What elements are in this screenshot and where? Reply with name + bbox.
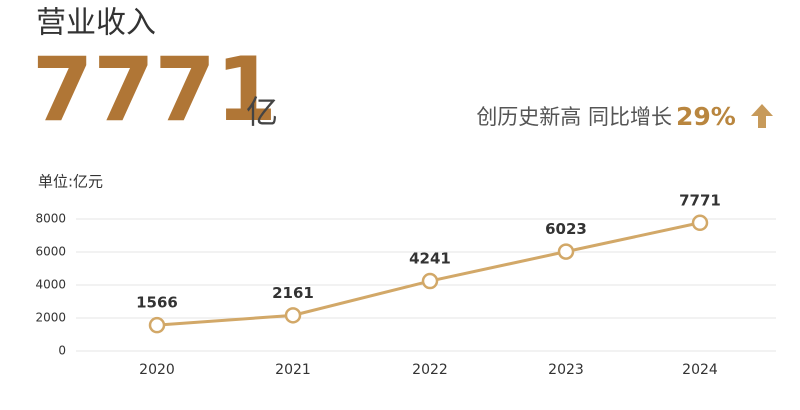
x-tick-label: 2021 (275, 362, 311, 378)
page-title: 营业收入 (36, 6, 156, 41)
point (691, 214, 709, 232)
x-tick-label: 2023 (548, 362, 584, 378)
headline-value: 7771 (32, 38, 277, 141)
x-tick-label: 2024 (682, 362, 718, 378)
y-tick-label: 8000 (35, 212, 66, 226)
headline-unit: 亿 (246, 93, 278, 131)
y-tick-label: 4000 (35, 278, 66, 292)
point (148, 316, 166, 334)
y-tick-label: 2000 (35, 311, 66, 325)
y-tick-label: 6000 (35, 245, 66, 259)
unit-label: 单位:亿元 (38, 173, 103, 191)
data-label: 6023 (545, 220, 587, 238)
x-tick-label: 2022 (412, 362, 448, 378)
point (421, 272, 439, 290)
data-label: 7771 (679, 191, 721, 209)
data-label: 2161 (272, 284, 314, 302)
point (284, 307, 302, 324)
point (557, 243, 575, 260)
growth-note: 创历史新高 同比增长 (476, 105, 672, 129)
up-arrow (751, 104, 773, 128)
x-tick-label: 2020 (139, 362, 175, 378)
growth-value: 29% (676, 102, 736, 131)
data-label: 4241 (409, 250, 451, 268)
y-tick-label: 0 (58, 344, 66, 358)
data-label: 1566 (136, 294, 178, 312)
